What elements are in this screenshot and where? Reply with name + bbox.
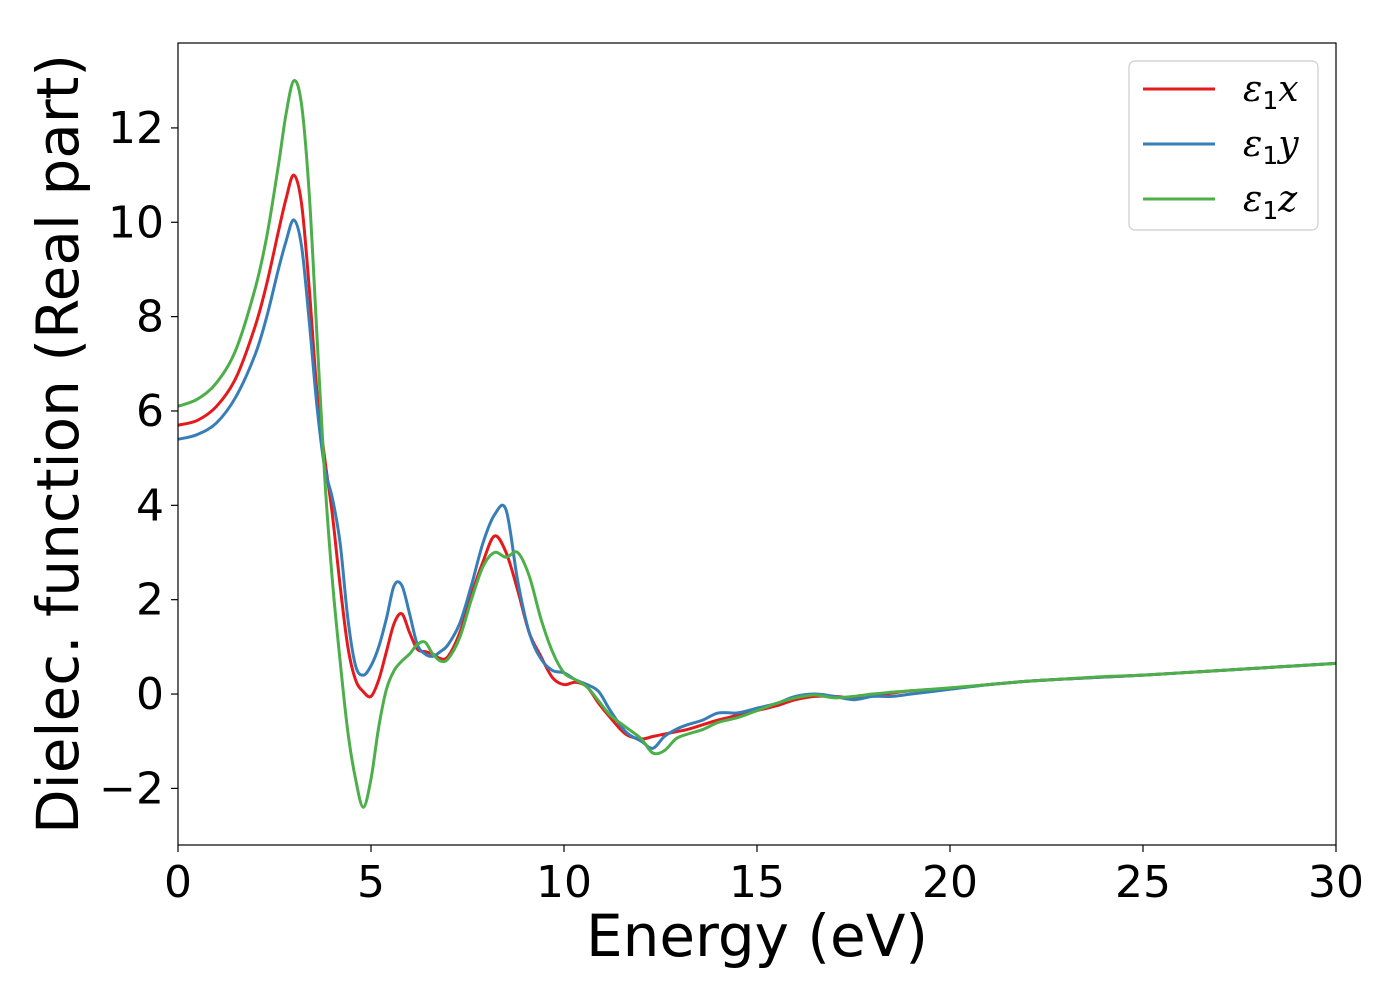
y-tick-label: 0	[136, 669, 164, 720]
legend-subscript: 1	[1262, 141, 1278, 170]
x-axis-ticks: 0 5 10 15 20 25 30	[164, 845, 1364, 908]
legend-subscript: 1	[1262, 196, 1278, 225]
x-tick-label: 15	[729, 857, 785, 908]
x-tick-label: 30	[1308, 857, 1364, 908]
series-layer	[178, 79, 1336, 809]
y-tick-label: 2	[136, 575, 164, 626]
y-axis-ticks: −2 0 2 4 6 8 10 12	[99, 103, 178, 814]
x-tick-label: 25	[1115, 857, 1171, 908]
y-tick-label: 6	[136, 386, 164, 437]
x-axis-label: Energy (eV)	[586, 902, 928, 970]
legend-suffix: z	[1277, 179, 1298, 220]
y-tick-label: 8	[136, 292, 164, 343]
legend-label-z: ε1z	[1243, 179, 1298, 225]
legend-box	[1128, 60, 1319, 231]
x-tick-label: 0	[164, 857, 192, 908]
y-tick-label: 12	[108, 103, 164, 154]
legend-suffix: y	[1276, 124, 1299, 165]
x-tick-label: 10	[536, 857, 592, 908]
legend-label-y: ε1y	[1243, 124, 1299, 170]
x-tick-label: 20	[922, 857, 978, 908]
legend-symbol: ε	[1243, 69, 1262, 110]
x-tick-label: 5	[357, 857, 385, 908]
y-tick-label: −2	[99, 763, 164, 814]
legend-symbol: ε	[1243, 179, 1262, 220]
legend-subscript: 1	[1262, 86, 1278, 115]
y-tick-label: 4	[136, 480, 164, 531]
legend-suffix: x	[1278, 69, 1298, 110]
y-tick-label: 10	[108, 197, 164, 248]
y-axis-label: Dielec. function (Real part)	[24, 54, 92, 834]
legend-label-x: ε1x	[1243, 69, 1299, 115]
legend-symbol: ε	[1243, 124, 1262, 165]
series-line-z	[178, 79, 1336, 809]
